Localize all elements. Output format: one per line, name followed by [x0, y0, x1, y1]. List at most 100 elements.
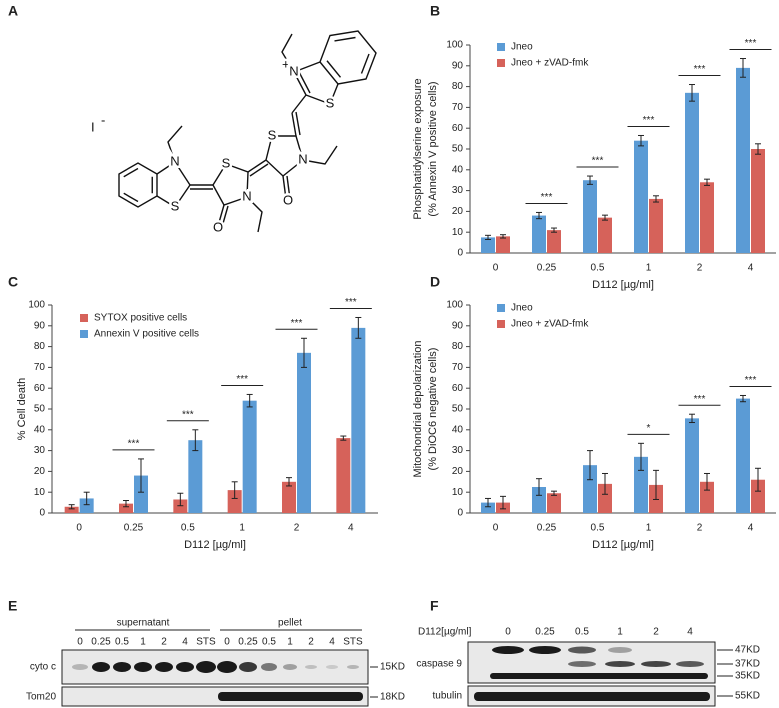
- error-bar: [740, 58, 746, 78]
- significance-label: ***: [236, 374, 248, 385]
- error-bar: [485, 497, 491, 508]
- lane-label: 0.25: [535, 627, 555, 638]
- significance-label: ***: [745, 375, 757, 386]
- bar: [685, 418, 699, 513]
- atom-label: S: [171, 198, 180, 213]
- y-tick-label: 30: [452, 445, 464, 456]
- bar: [634, 140, 648, 253]
- error-bar: [536, 211, 542, 220]
- bar: [700, 182, 714, 253]
- panel-label: A: [8, 3, 18, 19]
- error-bar: [500, 234, 506, 239]
- error-bar: [340, 435, 347, 441]
- bar: [532, 487, 546, 513]
- legend-label: Jneo: [511, 42, 533, 53]
- row-label: tubulin: [433, 691, 462, 702]
- significance-label: ***: [643, 115, 655, 126]
- y-tick-label: 100: [28, 300, 45, 311]
- error-bar: [740, 394, 746, 403]
- y-axis-label: % Cell death: [16, 378, 28, 440]
- y-tick-label: 0: [457, 248, 463, 259]
- bar: [188, 440, 203, 513]
- significance-label: ***: [128, 439, 140, 450]
- error-bar: [485, 234, 491, 240]
- legend-swatch: [497, 304, 505, 312]
- error-bar: [551, 227, 557, 233]
- lane-label: 1: [287, 637, 293, 648]
- bar: [598, 217, 612, 253]
- lane-label: 2: [161, 637, 167, 648]
- bar: [79, 498, 94, 513]
- x-tick-label: 2: [697, 263, 703, 274]
- y-tick-label: 40: [452, 164, 464, 175]
- legend-swatch: [497, 320, 505, 328]
- lane-label: 0.25: [91, 637, 111, 648]
- error-bar: [704, 472, 710, 491]
- row-label: cyto c: [30, 662, 56, 673]
- error-bar: [653, 195, 659, 203]
- y-tick-label: 0: [457, 508, 463, 519]
- panel-label: B: [430, 3, 440, 19]
- y-tick-label: 80: [34, 341, 46, 352]
- y-tick-label: 100: [446, 300, 463, 311]
- bar: [134, 475, 148, 513]
- lane-label: 4: [329, 637, 335, 648]
- y-tick-label: 90: [452, 320, 464, 331]
- y-tick-label: 50: [34, 404, 46, 415]
- x-tick-label: 4: [348, 523, 354, 534]
- x-tick-label: 0.25: [537, 523, 557, 534]
- x-tick-label: 0.5: [591, 523, 605, 534]
- x-tick-label: 0: [76, 523, 82, 534]
- legend-swatch: [497, 43, 505, 51]
- lane-label: 4: [687, 627, 693, 638]
- x-tick-label: 0.25: [124, 523, 144, 534]
- charge: -: [101, 112, 105, 127]
- marker-label: 18KD: [380, 692, 405, 703]
- legend-swatch: [80, 330, 88, 338]
- error-bar: [551, 490, 557, 496]
- marker-label: 55KD: [735, 691, 760, 702]
- lane-label: STS: [196, 637, 216, 648]
- x-axis-label: D112 [µg/ml]: [592, 279, 654, 291]
- bar: [119, 503, 133, 513]
- panel-label: C: [8, 274, 18, 290]
- lane-label: 2: [653, 627, 659, 638]
- atom-label: S: [268, 127, 277, 142]
- error-bar: [68, 504, 75, 510]
- marker-label: 47KD: [735, 645, 760, 656]
- x-axis-label: D112 [µg/ml]: [592, 539, 654, 551]
- atom-label: O: [213, 219, 223, 234]
- bar: [336, 438, 351, 513]
- atom-label: N: [289, 63, 298, 78]
- y-tick-label: 70: [452, 362, 464, 373]
- y-axis-label: Mitochondrial depolarization: [412, 341, 424, 478]
- error-bar: [587, 450, 593, 481]
- significance-label: ***: [541, 192, 553, 203]
- legend-label: Jneo: [511, 303, 533, 314]
- legend-swatch: [497, 59, 505, 67]
- error-bar: [83, 491, 90, 506]
- atom-label: N: [298, 151, 307, 166]
- panel-label: E: [8, 598, 17, 614]
- y-tick-label: 60: [34, 383, 46, 394]
- atom-label: S: [222, 155, 231, 170]
- bar: [751, 149, 765, 253]
- bar: [598, 483, 612, 513]
- y-tick-label: 10: [34, 487, 46, 498]
- chemical-structure: [118, 30, 377, 233]
- y-tick-label: 90: [34, 320, 46, 331]
- x-tick-label: 2: [294, 523, 300, 534]
- bar: [64, 506, 79, 513]
- x-tick-label: 2: [697, 523, 703, 534]
- error-bar: [192, 429, 199, 452]
- significance-label: *: [647, 423, 651, 434]
- bar: [351, 327, 366, 513]
- lane-label: 1: [140, 637, 146, 648]
- y-axis-label: Phosphatidylserine exposure: [412, 78, 424, 219]
- x-tick-label: 0: [493, 523, 499, 534]
- bar: [547, 230, 561, 253]
- bar: [481, 502, 495, 513]
- legend-label: Jneo + zVAD-fmk: [511, 58, 589, 69]
- significance-label: ***: [345, 297, 357, 308]
- bar: [227, 490, 242, 513]
